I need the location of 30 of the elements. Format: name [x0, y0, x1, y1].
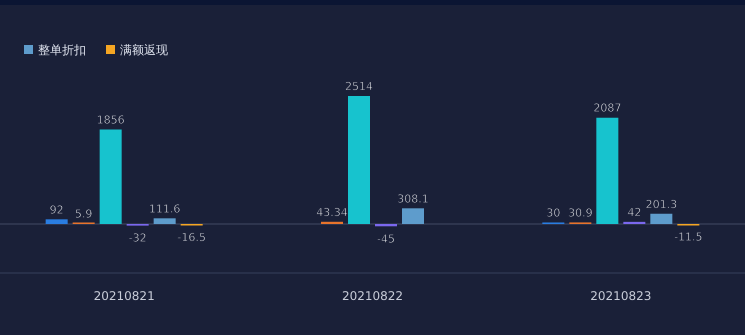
data-label: -32: [128, 232, 147, 245]
data-label: 92: [50, 203, 64, 216]
x-tick-label: 20210823: [590, 289, 652, 303]
data-label: -16.5: [177, 230, 206, 244]
data-label: -11.5: [674, 230, 703, 244]
bar: [154, 218, 176, 224]
data-label: 30.9: [568, 206, 593, 220]
data-label: 5.9: [74, 208, 92, 221]
legend-item: 满额返现: [106, 43, 168, 57]
data-label: 308.1: [397, 192, 429, 206]
bar: [650, 214, 672, 224]
data-label: 2514: [345, 80, 373, 93]
data-label: 201.3: [646, 198, 678, 211]
bar: [596, 118, 618, 224]
bar: [402, 208, 424, 224]
data-label: 43.34: [316, 206, 348, 219]
bar: [46, 219, 68, 224]
bar: [100, 130, 122, 224]
legend-label: 整单折扣: [38, 43, 86, 57]
x-tick-label: 20210821: [94, 289, 155, 303]
data-label: 2087: [593, 102, 622, 115]
data-label: 111.6: [148, 202, 180, 216]
legend-label: 满额返现: [120, 43, 168, 57]
data-label: -45: [377, 232, 395, 246]
data-label: 42: [627, 206, 642, 219]
bar: [348, 96, 370, 224]
x-tick-label: 20210822: [342, 289, 404, 303]
legend-item: 整单折扣: [24, 43, 86, 57]
data-label: 30: [546, 206, 560, 220]
data-label: 1856: [96, 114, 125, 126]
